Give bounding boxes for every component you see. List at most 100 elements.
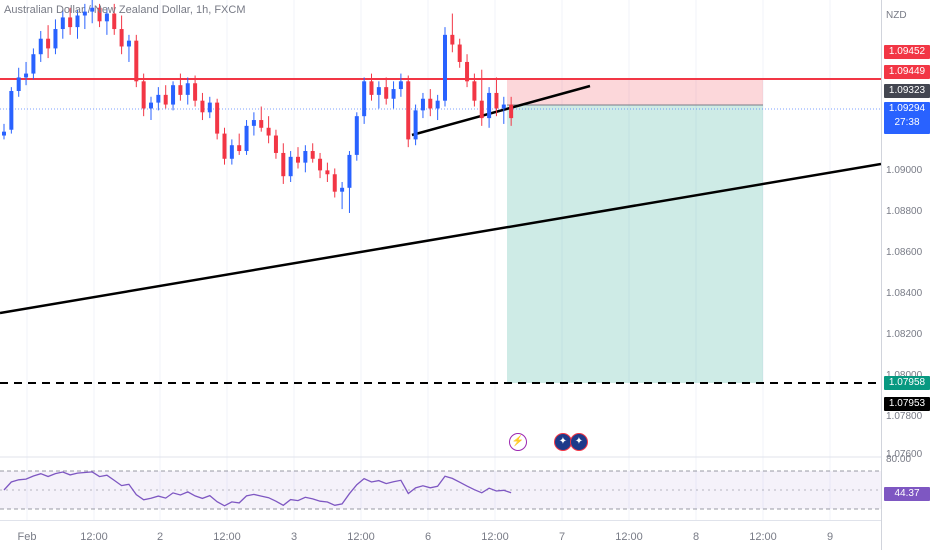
time-label: 7 — [558, 531, 566, 543]
time-label: 12:00 — [213, 531, 241, 543]
rsi-line — [3, 471, 512, 507]
price-axis[interactable]: NZD 1.09000 1.08800 1.08600 1.08400 1.08… — [881, 0, 932, 550]
candle-up — [53, 29, 58, 49]
candle-down — [163, 94, 168, 105]
candle-up — [149, 102, 153, 109]
nz-flag-icon[interactable]: ✦ — [570, 433, 588, 451]
price-tick: 1.07800 — [886, 411, 923, 422]
last-price-tag: 1.09294 27:38 — [884, 102, 930, 134]
candle-down — [332, 174, 337, 192]
candle-down — [509, 104, 514, 119]
candle-up — [2, 131, 6, 136]
target-top-tag: 1.07958 — [884, 376, 930, 390]
candle-up — [413, 110, 418, 140]
price-tick: 1.08600 — [886, 247, 923, 258]
candle-down — [273, 135, 278, 153]
candle-up — [207, 102, 212, 113]
candle-up — [16, 77, 21, 91]
stop-top-tag: 1.09452 — [884, 45, 930, 59]
long-trendline[interactable] — [0, 162, 881, 315]
price-tick: 1.07600 — [886, 449, 923, 460]
candle-up — [354, 116, 359, 155]
candle-up — [185, 83, 190, 95]
candle-up — [31, 54, 36, 74]
candle-down — [178, 85, 183, 95]
candle-up — [24, 73, 29, 78]
candle-down — [134, 40, 139, 82]
time-label: 9 — [826, 531, 834, 543]
candle-down — [428, 98, 433, 109]
stop-loss-zone[interactable] — [507, 80, 763, 105]
last-price-value: 1.09294 — [888, 103, 926, 114]
candle-down — [472, 81, 477, 101]
candle-up — [501, 104, 506, 109]
candle-up — [420, 98, 425, 111]
candle-down — [457, 44, 462, 62]
candle-up — [126, 40, 131, 47]
candle-up — [229, 145, 234, 159]
candle-down — [68, 17, 73, 28]
time-label: 12:00 — [749, 531, 777, 543]
candle-up — [398, 81, 403, 90]
short-trendline[interactable] — [411, 84, 591, 137]
take-profit-zone[interactable] — [507, 105, 763, 383]
chart-grid — [26, 0, 831, 520]
candle-up — [9, 91, 14, 130]
candle-countdown: 27:38 — [894, 117, 920, 128]
candle-down — [112, 13, 117, 30]
candle-down — [479, 100, 484, 119]
candle-up — [376, 87, 381, 95]
stop-line-tag: 1.09449 — [884, 65, 930, 79]
candle-down — [97, 7, 102, 22]
price-tick: 1.08000 — [886, 370, 922, 381]
price-tick: 1.08400 — [886, 288, 923, 299]
time-label: 12:00 — [80, 531, 108, 543]
candle-up — [104, 13, 109, 22]
candle-up — [391, 89, 396, 99]
candle-down — [450, 34, 455, 45]
rsi-value-tag: 44.37 — [884, 487, 930, 501]
candle-down — [200, 100, 205, 113]
candle-down — [325, 170, 330, 175]
price-tick: 1.08200 — [886, 329, 923, 340]
lightning-icon[interactable]: ⚡ — [509, 433, 527, 451]
time-label: 2 — [156, 531, 164, 543]
candle-down — [119, 29, 124, 47]
candle-down — [296, 156, 300, 163]
candle-down — [222, 133, 227, 159]
candle-down — [193, 83, 198, 101]
price-tick: 1.09000 — [886, 165, 923, 176]
candle-down — [237, 145, 242, 152]
candle-down — [266, 127, 271, 136]
candle-down — [318, 158, 323, 171]
candle-up — [340, 187, 345, 192]
candle-up — [60, 17, 65, 30]
time-label: 6 — [424, 531, 432, 543]
candle-up — [251, 120, 256, 126]
candle-up — [90, 7, 95, 12]
candlestick-series — [2, 0, 514, 213]
candle-down — [141, 81, 146, 109]
candle-up — [75, 15, 80, 28]
time-label: 12:00 — [347, 531, 375, 543]
candle-up — [303, 151, 308, 163]
candle-down — [465, 61, 470, 82]
price-chart[interactable] — [0, 0, 881, 550]
candle-down — [215, 102, 220, 134]
time-label: 12:00 — [481, 531, 509, 543]
entry-tag: 1.09323 — [884, 84, 930, 98]
candle-up — [82, 11, 87, 16]
price-tick: 1.08800 — [886, 206, 923, 217]
symbol-title: Australian Dollar / New Zealand Dollar, … — [4, 4, 246, 16]
candle-down — [369, 81, 374, 95]
candle-up — [487, 92, 492, 119]
candle-up — [288, 156, 293, 177]
time-axis[interactable]: Feb 12:00 2 12:00 3 12:00 6 12:00 7 12:0… — [0, 520, 881, 551]
candle-up — [347, 154, 352, 188]
candle-down — [310, 151, 315, 159]
candle-down — [406, 81, 411, 140]
candle-down — [259, 120, 264, 128]
candle-up — [443, 34, 447, 101]
time-label: 12:00 — [615, 531, 643, 543]
candle-down — [494, 92, 499, 109]
